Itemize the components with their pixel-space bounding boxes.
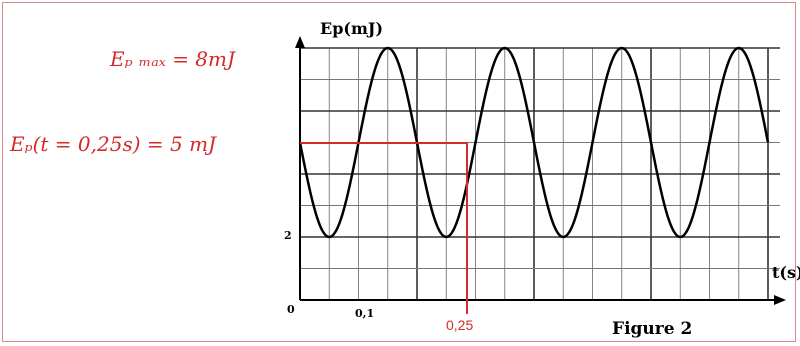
figure-label: Figure 2 bbox=[612, 319, 692, 339]
point-annotation: Eₚ(t = 0,25s) = 5 mJ bbox=[9, 132, 217, 156]
annotations: Eₚ ₘₐₓ = 8mJ Eₚ(t = 0,25s) = 5 mJ 0,25 bbox=[9, 47, 473, 333]
axes bbox=[295, 36, 786, 305]
y-axis-arrow bbox=[295, 36, 305, 48]
y-axis-label: Ep(mJ) bbox=[320, 19, 383, 38]
x-tick-label-0-1: 0,1 bbox=[355, 307, 374, 320]
y-tick-label-2: 2 bbox=[284, 229, 292, 242]
grid bbox=[300, 47, 780, 300]
x-axis-label: t(s) bbox=[772, 263, 800, 282]
point-x-label: 0,25 bbox=[446, 317, 473, 333]
x-axis-arrow bbox=[774, 295, 786, 305]
series-line bbox=[298, 46, 770, 239]
y-tick-label-0: 0 bbox=[287, 303, 295, 316]
figure-frame bbox=[2, 2, 796, 342]
max-annotation: Eₚ ₘₐₓ = 8mJ bbox=[109, 47, 236, 71]
